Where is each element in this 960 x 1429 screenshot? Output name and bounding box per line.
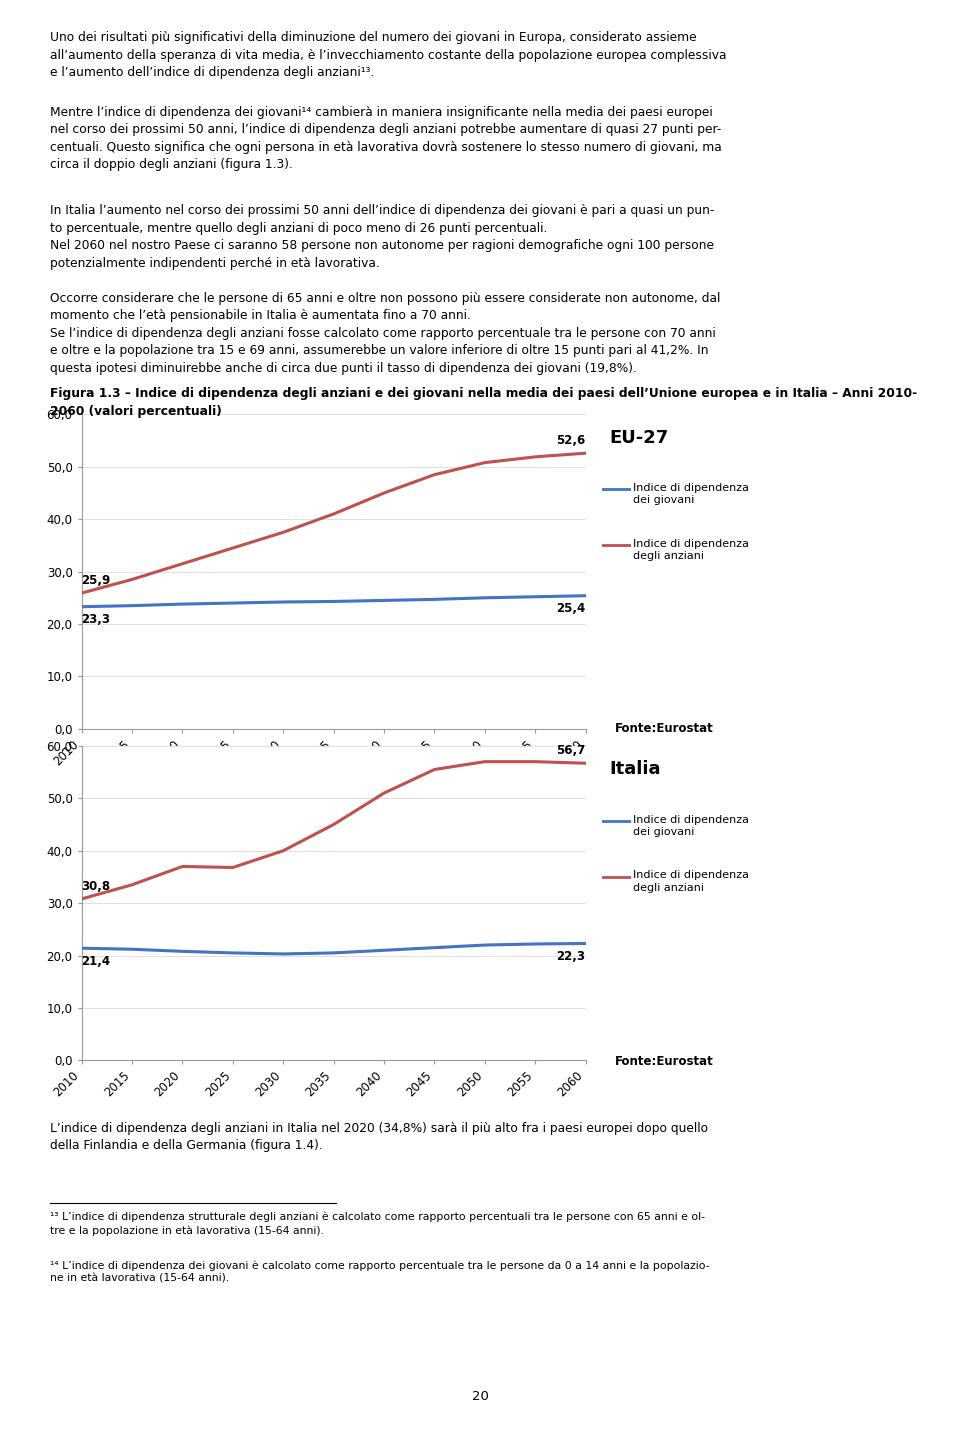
Text: Indice di dipendenza
dei giovani: Indice di dipendenza dei giovani [633, 483, 749, 506]
Text: L’indice di dipendenza degli anziani in Italia nel 2020 (34,8%) sarà il più alto: L’indice di dipendenza degli anziani in … [50, 1122, 708, 1152]
Text: Fonte:Eurostat: Fonte:Eurostat [614, 722, 713, 735]
Text: Figura 1.3 – Indice di dipendenza degli anziani e dei giovani nella media dei pa: Figura 1.3 – Indice di dipendenza degli … [50, 387, 917, 417]
Text: EU-27: EU-27 [610, 429, 669, 447]
Text: 52,6: 52,6 [557, 434, 586, 447]
Text: Uno dei risultati più significativi della diminuzione del numero dei giovani in : Uno dei risultati più significativi dell… [50, 31, 727, 80]
Text: Indice di dipendenza
dei giovani: Indice di dipendenza dei giovani [633, 815, 749, 837]
Text: 22,3: 22,3 [557, 950, 586, 963]
Text: In Italia l’aumento nel corso dei prossimi 50 anni dell’indice di dipendenza dei: In Italia l’aumento nel corso dei prossi… [50, 204, 714, 270]
Text: 56,7: 56,7 [557, 745, 586, 757]
Text: Fonte:Eurostat: Fonte:Eurostat [614, 1055, 713, 1067]
Text: Indice di dipendenza
degli anziani: Indice di dipendenza degli anziani [633, 870, 749, 893]
Text: Mentre l’indice di dipendenza dei giovani¹⁴ cambierà in maniera insignificante n: Mentre l’indice di dipendenza dei giovan… [50, 106, 722, 171]
Text: 25,9: 25,9 [82, 573, 110, 587]
Text: 23,3: 23,3 [82, 613, 110, 626]
Text: 20: 20 [471, 1390, 489, 1403]
Text: 30,8: 30,8 [82, 879, 110, 893]
Text: Indice di dipendenza
degli anziani: Indice di dipendenza degli anziani [633, 539, 749, 562]
Text: Italia: Italia [610, 760, 661, 779]
Text: ¹³ L’indice di dipendenza strutturale degli anziani è calcolato come rapporto pe: ¹³ L’indice di dipendenza strutturale de… [50, 1212, 705, 1236]
Text: 25,4: 25,4 [557, 603, 586, 616]
Text: ¹⁴ L’indice di dipendenza dei giovani è calcolato come rapporto percentuale tra : ¹⁴ L’indice di dipendenza dei giovani è … [50, 1260, 709, 1283]
Text: 21,4: 21,4 [82, 955, 110, 967]
Text: Occorre considerare che le persone di 65 anni e oltre non possono più essere con: Occorre considerare che le persone di 65… [50, 292, 720, 374]
